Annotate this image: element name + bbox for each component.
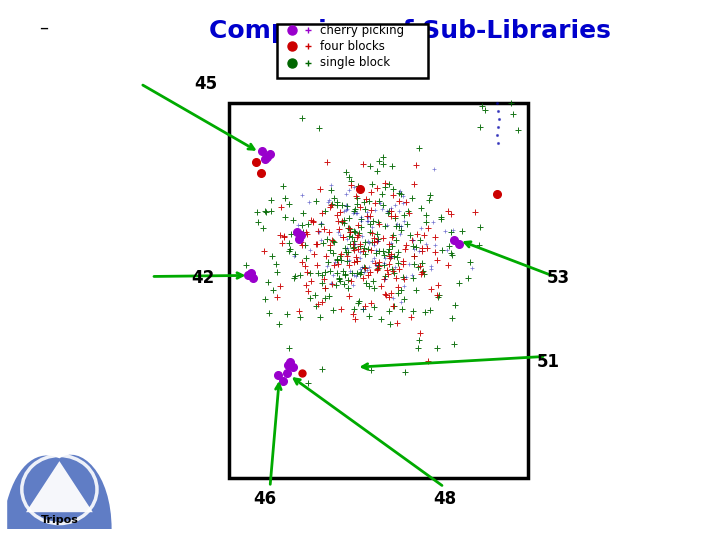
Bar	[277, 24, 428, 78]
Text: 42: 42	[192, 269, 215, 287]
Text: 45: 45	[194, 75, 217, 93]
Text: cherry picking: cherry picking	[320, 24, 405, 37]
Text: single block: single block	[320, 56, 390, 69]
Text: 51: 51	[536, 353, 559, 371]
Text: four blocks: four blocks	[320, 40, 385, 53]
Polygon shape	[26, 461, 93, 512]
Text: 46: 46	[253, 490, 276, 509]
Text: –: –	[40, 19, 49, 37]
Text: 53: 53	[547, 269, 570, 287]
PathPatch shape	[7, 455, 112, 529]
Bar	[229, 103, 528, 478]
Text: 48: 48	[433, 490, 456, 509]
Text: Comparison of Sub-Libraries: Comparison of Sub-Libraries	[210, 19, 611, 43]
Text: Tripos: Tripos	[40, 515, 78, 525]
